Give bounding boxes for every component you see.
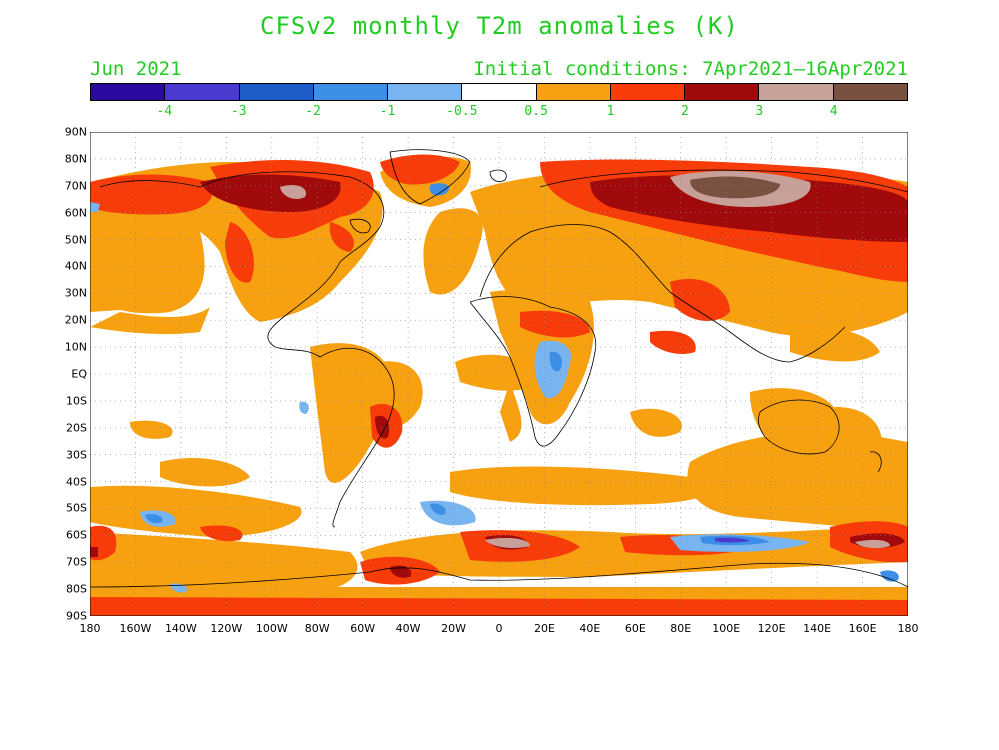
latitude-label: 20N — [64, 313, 87, 327]
color-legend-label: 1 — [606, 104, 615, 119]
longitude-label: 100E — [712, 622, 741, 635]
longitude-label: 140W — [164, 622, 197, 635]
longitude-label: 40W — [395, 622, 421, 635]
color-legend-swatch — [610, 84, 686, 100]
longitude-label: 60W — [350, 622, 376, 635]
color-legend-swatch — [833, 84, 907, 100]
longitude-label: 0 — [495, 622, 503, 635]
latitude-label: EQ — [71, 367, 87, 381]
color-legend-label: 0.5 — [524, 104, 548, 119]
latitude-label: 90N — [64, 125, 87, 139]
longitude-label: 160W — [119, 622, 152, 635]
anomaly-map — [90, 132, 908, 616]
longitude-label: 20E — [533, 622, 555, 635]
color-legend-label: 4 — [829, 104, 838, 119]
latitude-label: 10S — [66, 394, 87, 408]
longitude-label: 80E — [670, 622, 692, 635]
longitude-label: 160E — [848, 622, 877, 635]
latitude-label: 50S — [66, 501, 87, 515]
longitude-label: 100W — [255, 622, 288, 635]
coastlines — [90, 149, 908, 588]
color-legend-swatch — [388, 84, 463, 100]
color-legend-label: -4 — [156, 104, 173, 119]
latitude-label: 10N — [64, 340, 87, 354]
color-legend-swatch — [685, 84, 760, 100]
latitude-label: 50N — [64, 233, 87, 247]
longitude-label: 20W — [441, 622, 466, 635]
color-legend — [90, 83, 908, 101]
color-legend-swatch — [462, 84, 537, 100]
initial-conditions: Initial conditions: 7Apr2021—16Apr2021 — [473, 58, 908, 80]
forecast-month: Jun 2021 — [90, 58, 182, 80]
color-legend-label: 2 — [680, 104, 689, 119]
color-legend-swatch — [91, 84, 166, 100]
extreme-warm-regions — [280, 170, 890, 549]
color-legend-label: -0.5 — [446, 104, 478, 119]
color-legend-label: -2 — [305, 104, 321, 119]
color-legend-swatch — [239, 84, 314, 100]
color-legend-swatch — [313, 84, 389, 100]
color-legend-label: 3 — [755, 104, 764, 119]
latitude-label: 40S — [66, 475, 87, 489]
longitude-label: 120W — [210, 622, 243, 635]
color-legend-swatch — [536, 84, 611, 100]
color-legend-swatch — [759, 84, 834, 100]
cold-anomaly-regions — [90, 183, 899, 593]
latitude-label: 20S — [66, 421, 87, 435]
longitude-label: 60E — [624, 622, 646, 635]
longitude-label: 180 — [79, 622, 101, 635]
latitude-label: 40N — [64, 259, 87, 273]
map-title: CFSv2 monthly T2m anomalies (K) — [260, 12, 739, 40]
latitude-label: 70S — [66, 555, 87, 569]
longitude-label: 80W — [304, 622, 330, 635]
map-gridlines — [90, 132, 908, 616]
latitude-label: 80S — [66, 582, 87, 596]
strong-warm-regions — [90, 154, 908, 616]
latitude-label: 60S — [66, 528, 87, 542]
color-legend-label: -1 — [379, 104, 396, 119]
longitude-label: 140E — [803, 622, 832, 635]
longitude-label: 40E — [579, 622, 601, 635]
latitude-label: 30S — [66, 448, 87, 462]
latitude-label: 30N — [64, 286, 87, 300]
longitude-label: 120E — [757, 622, 786, 635]
longitude-label: 180 — [897, 622, 919, 635]
latitude-label: 70N — [64, 179, 87, 193]
color-legend-label: -3 — [230, 104, 247, 119]
latitude-label: 80N — [64, 152, 87, 166]
latitude-label: 60N — [64, 206, 87, 220]
latitude-label: 90S — [66, 609, 87, 623]
color-legend-swatch — [165, 84, 240, 100]
